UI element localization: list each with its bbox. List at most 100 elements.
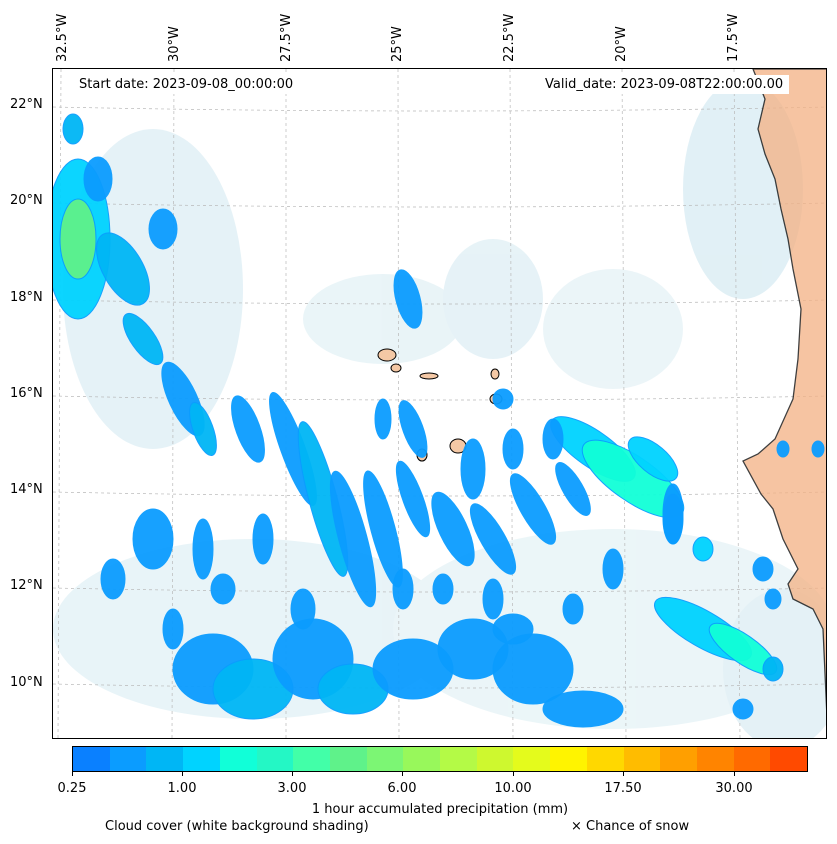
colorbar-swatch-17 xyxy=(696,747,734,771)
precip-cell-17 xyxy=(509,473,557,545)
precip-cell-44 xyxy=(492,613,534,645)
precip-cell-37 xyxy=(100,558,126,600)
snow-chance-note: × Chance of snow xyxy=(571,819,690,834)
colorbar-swatch-4 xyxy=(219,747,257,771)
colorbar-swatch-9 xyxy=(403,747,441,771)
precip-cell-47 xyxy=(662,483,684,545)
precipitation-colorbar xyxy=(72,746,808,772)
precip-cell-12 xyxy=(329,470,377,608)
precip-cell-43 xyxy=(482,578,504,620)
precip-cell-26 xyxy=(752,556,774,582)
precip-cell-8 xyxy=(189,401,217,457)
precip-cell-41 xyxy=(392,568,414,610)
precip-cell-4 xyxy=(96,232,150,306)
colorbar-swatch-18 xyxy=(733,747,771,771)
lon-label-25w: 25°W xyxy=(390,26,405,62)
colorbar-tick-2 xyxy=(292,772,293,776)
lon-label-32.5w: 32.5°W xyxy=(55,13,70,62)
colorbar-swatch-6 xyxy=(293,747,330,771)
cape-verde-islands xyxy=(377,348,503,462)
colorbar-swatch-5 xyxy=(256,747,294,771)
colorbar-swatch-2 xyxy=(146,747,184,771)
precip-cell-55 xyxy=(192,518,214,580)
colorbar-swatch-3 xyxy=(183,747,220,771)
precip-cell-58 xyxy=(811,440,825,458)
colorbar-swatch-1 xyxy=(109,747,147,771)
precip-cell-52 xyxy=(542,418,564,460)
precip-cell-14 xyxy=(395,460,431,538)
precip-cell-6 xyxy=(148,208,178,250)
colorbar-swatch-10 xyxy=(440,747,477,771)
precip-cell-15 xyxy=(431,491,475,567)
colorbar-tick-label-3.00: 3.00 xyxy=(277,781,307,796)
colorbar-tick-6 xyxy=(734,772,735,776)
map-area xyxy=(52,68,827,739)
colorbar-tick-5 xyxy=(623,772,624,776)
colorbar-swatch-12 xyxy=(513,747,551,771)
precip-cell-53 xyxy=(492,388,514,410)
colorbar-swatch-16 xyxy=(660,747,697,771)
precip-cell-36 xyxy=(132,508,174,570)
precipitation-map xyxy=(53,69,826,738)
precip-cell-38 xyxy=(210,573,236,605)
precip-cell-42 xyxy=(432,573,454,605)
colorbar-swatch-15 xyxy=(623,747,661,771)
colorbar-tick-label-30.00: 30.00 xyxy=(715,781,753,796)
precip-cell-59 xyxy=(764,588,782,610)
precip-cell-60 xyxy=(732,698,754,720)
colorbar-swatch-19 xyxy=(770,747,808,771)
precip-cell-45 xyxy=(562,593,584,625)
precip-cell-39 xyxy=(252,513,274,565)
precip-cell-48 xyxy=(393,269,423,329)
lat-label-18n: 18°N xyxy=(10,290,43,305)
colorbar-tick-0 xyxy=(72,772,73,776)
colorbar-tick-3 xyxy=(402,772,403,776)
precipitation-features xyxy=(53,113,825,728)
colorbar-title: 1 hour accumulated precipitation (mm) xyxy=(311,802,569,817)
precip-cell-50 xyxy=(460,438,486,500)
precip-cell-18 xyxy=(555,462,591,516)
precip-cell-1 xyxy=(59,198,97,280)
valid-date-label: Valid_date: 2023-09-08T22:00:00.00 xyxy=(539,75,790,94)
colorbar-swatch-7 xyxy=(329,747,367,771)
colorbar-tick-label-10.00: 10.00 xyxy=(494,781,532,796)
land-africa xyxy=(742,69,826,711)
lat-label-20n: 20°N xyxy=(10,193,43,208)
colorbar-swatch-0 xyxy=(73,747,110,771)
precip-cell-3 xyxy=(62,113,84,145)
precip-cell-21 xyxy=(627,436,679,482)
lon-label-30w: 30°W xyxy=(167,26,182,62)
lat-label-22n: 22°N xyxy=(10,97,43,112)
precip-cell-9 xyxy=(231,395,265,463)
lon-label-20w: 20°W xyxy=(614,26,629,62)
precip-cell-27 xyxy=(762,656,784,682)
colorbar-tick-label-6.00: 6.00 xyxy=(387,781,417,796)
colorbar-tick-label-0.25: 0.25 xyxy=(57,781,87,796)
colorbar-swatch-8 xyxy=(366,747,404,771)
lon-label-17.5w: 17.5°W xyxy=(726,13,741,62)
lon-label-22.5w: 22.5°W xyxy=(502,13,517,62)
colorbar-swatch-14 xyxy=(586,747,624,771)
precip-cell-46 xyxy=(602,548,624,590)
precip-cell-51 xyxy=(502,428,524,470)
lat-label-16n: 16°N xyxy=(10,386,43,401)
lat-label-10n: 10°N xyxy=(10,675,43,690)
colorbar-tick-4 xyxy=(513,772,514,776)
precip-cell-49 xyxy=(398,400,428,458)
precip-cell-40 xyxy=(290,588,316,630)
precip-cell-25 xyxy=(692,536,714,562)
start-date-label: Start date: 2023-09-08_00:00:00 xyxy=(73,75,300,94)
precip-cell-56 xyxy=(162,608,184,650)
cloud-cover-note: Cloud cover (white background shading) xyxy=(105,819,369,834)
precip-cell-34 xyxy=(492,633,574,705)
colorbar-swatch-13 xyxy=(550,747,587,771)
colorbar-swatch-11 xyxy=(476,747,514,771)
precip-cell-5 xyxy=(122,312,164,366)
lat-label-12n: 12°N xyxy=(10,578,43,593)
colorbar-tick-label-17.50: 17.50 xyxy=(604,781,642,796)
colorbar-tick-label-1.00: 1.00 xyxy=(167,781,197,796)
colorbar-tick-1 xyxy=(182,772,183,776)
precip-cell-57 xyxy=(776,440,790,458)
lon-label-27.5w: 27.5°W xyxy=(279,13,294,62)
precip-cell-35 xyxy=(542,690,624,728)
